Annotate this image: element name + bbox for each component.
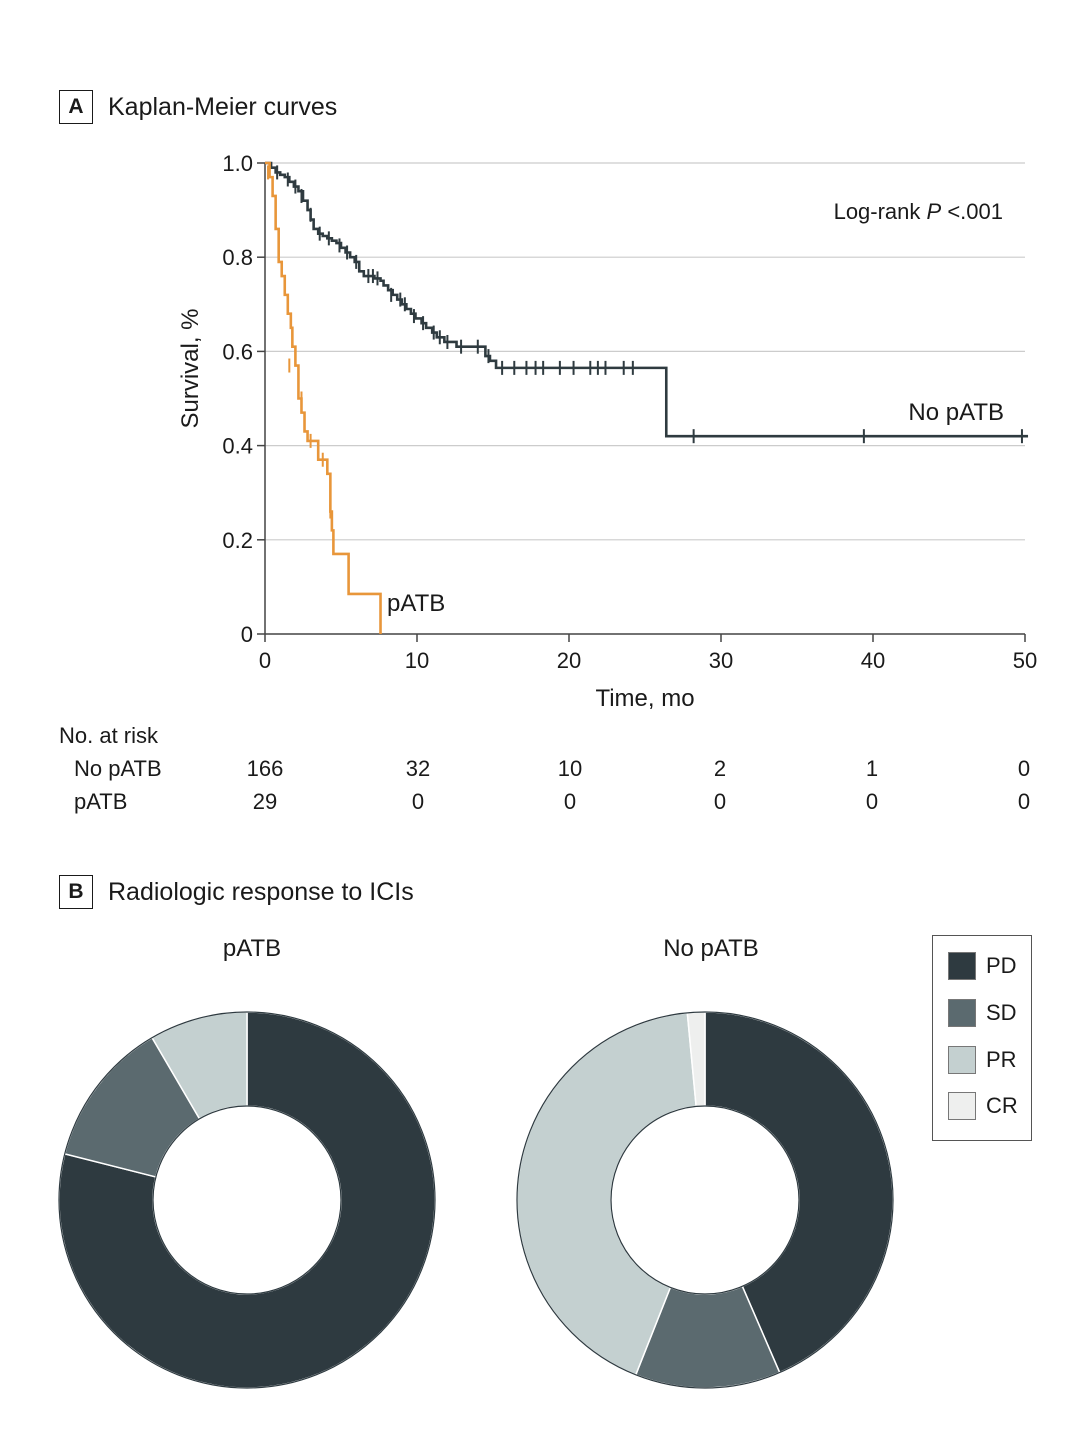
km-y-tick-label: 0.8 bbox=[222, 245, 253, 270]
risk-count: 0 bbox=[865, 789, 879, 814]
donut-hole bbox=[152, 1105, 342, 1295]
risk-row-label: No pATB bbox=[74, 756, 162, 781]
kaplan-meier-chart: 0 0.2 0.4 0.6 0.8 1.0 0 10 20 30 40 50 Time, mo Surv… bbox=[177, 151, 1037, 712]
km-y-tick-label: 0.6 bbox=[222, 339, 253, 364]
km-y-axis-label: Survival, % bbox=[177, 308, 204, 428]
risk-count: 0 bbox=[1017, 789, 1031, 814]
panel-b-header: B Radiologic response to ICIs bbox=[59, 875, 414, 909]
donut-patb bbox=[58, 1011, 436, 1389]
legend-item-pr: PR bbox=[948, 1046, 1017, 1074]
panel-a-header: A Kaplan-Meier curves bbox=[59, 90, 337, 124]
donut-no-patb bbox=[516, 1011, 894, 1389]
legend-swatch-pd bbox=[948, 952, 976, 980]
risk-table-header: No. at risk bbox=[59, 723, 159, 748]
legend-swatch-pr bbox=[948, 1046, 976, 1074]
legend-label-pd: PD bbox=[986, 953, 1017, 978]
km-labels: Time, mo Survival, % Log-rank P <.001 No pA… bbox=[177, 199, 1004, 712]
km-curve-no-patb bbox=[265, 161, 1029, 438]
legend-swatch-sd bbox=[948, 999, 976, 1027]
km-axes: 0 0.2 0.4 0.6 0.8 1.0 0 10 20 30 40 50 bbox=[222, 151, 1037, 673]
km-x-tick-label: 50 bbox=[1013, 648, 1037, 673]
series-label-patb: pATB bbox=[387, 590, 445, 617]
legend: PD SD PR CR bbox=[932, 935, 1032, 1141]
km-curve-patb bbox=[265, 161, 382, 634]
legend-swatch-cr bbox=[948, 1092, 976, 1120]
donut-outline bbox=[58, 1011, 436, 1389]
km-gridlines bbox=[265, 162, 1025, 541]
km-x-tick-label: 30 bbox=[709, 648, 733, 673]
panel-a-title: Kaplan-Meier curves bbox=[108, 92, 338, 121]
risk-row-label: pATB bbox=[74, 789, 128, 814]
risk-count: 0 bbox=[563, 789, 577, 814]
risk-count: 10 bbox=[557, 756, 583, 781]
donut-hole bbox=[610, 1105, 800, 1295]
risk-count: 0 bbox=[1017, 756, 1031, 781]
km-x-tick-label: 0 bbox=[259, 648, 271, 673]
km-series bbox=[265, 161, 1029, 634]
km-y-tick-label: 1.0 bbox=[222, 151, 253, 176]
risk-count: 1 bbox=[865, 756, 879, 781]
legend-label-pr: PR bbox=[986, 1047, 1017, 1072]
panel-a-letter: A bbox=[59, 90, 93, 124]
panel-b-letter: B bbox=[59, 875, 93, 909]
risk-count: 29 bbox=[252, 789, 278, 814]
km-y-tick-label: 0.2 bbox=[222, 528, 253, 553]
legend-item-pd: PD bbox=[948, 952, 1017, 980]
risk-count: 2 bbox=[713, 756, 727, 781]
legend-label-cr: CR bbox=[986, 1093, 1018, 1118]
legend-item-cr: CR bbox=[948, 1092, 1018, 1120]
risk-count: 0 bbox=[713, 789, 727, 814]
legend-item-sd: SD bbox=[948, 999, 1017, 1027]
donut-outline bbox=[516, 1011, 894, 1389]
km-x-tick-label: 20 bbox=[557, 648, 581, 673]
log-rank-annotation: Log-rank P <.001 bbox=[834, 199, 1003, 224]
risk-count: 0 bbox=[411, 789, 425, 814]
km-y-tick-label: 0.4 bbox=[222, 434, 253, 459]
donut-patb-title: pATB bbox=[222, 935, 282, 962]
donut-charts bbox=[58, 1011, 894, 1389]
km-x-axis-label: Time, mo bbox=[595, 685, 694, 712]
risk-count: 166 bbox=[246, 756, 284, 781]
panel-b-title: Radiologic response to ICIs bbox=[108, 877, 414, 906]
legend-label-sd: SD bbox=[986, 1000, 1017, 1025]
km-x-tick-label: 40 bbox=[861, 648, 885, 673]
series-label-no-patb: No pATB bbox=[908, 399, 1004, 426]
km-y-tick-label: 0 bbox=[241, 622, 253, 647]
risk-count: 32 bbox=[405, 756, 431, 781]
km-x-tick-label: 10 bbox=[405, 648, 429, 673]
donut-no-patb-title: No pATB bbox=[663, 935, 759, 962]
